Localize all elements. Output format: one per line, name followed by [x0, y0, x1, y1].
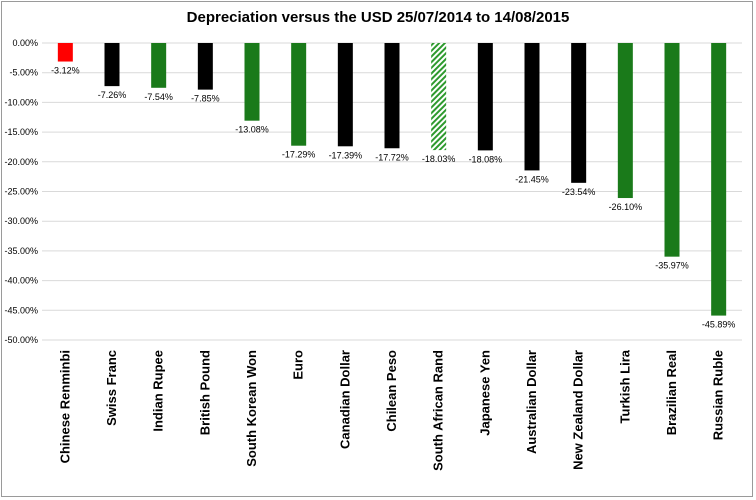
chart-title: Depreciation versus the USD 25/07/2014 t…	[186, 9, 570, 26]
y-tick-label: -5.00%	[9, 68, 38, 78]
category-label: New Zealand Dollar	[571, 350, 586, 470]
bar	[57, 43, 73, 62]
category-label: Turkish Lira	[617, 349, 632, 423]
y-tick-label: -50.00%	[4, 335, 38, 345]
category-label: Chinese Renminbi	[57, 350, 72, 463]
bars	[57, 43, 727, 316]
data-label: -26.10%	[609, 202, 643, 212]
bar	[711, 43, 727, 316]
bar	[244, 43, 260, 121]
category-label: Indian Rupee	[151, 350, 166, 432]
data-label: -45.89%	[702, 320, 736, 330]
data-label: -21.45%	[515, 174, 549, 184]
data-label: -18.08%	[469, 154, 503, 164]
bar	[151, 43, 167, 88]
category-label: South Korean Won	[244, 350, 259, 467]
y-tick-label: -10.00%	[4, 97, 38, 107]
bar	[571, 43, 587, 183]
bar	[431, 43, 447, 151]
category-label: Euro	[291, 350, 306, 380]
y-tick-label: -45.00%	[4, 305, 38, 315]
data-label: -17.39%	[329, 150, 363, 160]
data-label: -23.54%	[562, 187, 596, 197]
data-label: -18.03%	[422, 154, 456, 164]
data-label: -7.85%	[191, 94, 220, 104]
data-label: -13.08%	[235, 125, 269, 135]
data-label: -17.29%	[282, 150, 316, 160]
data-label: -17.72%	[375, 152, 409, 162]
y-tick-label: -20.00%	[4, 157, 38, 167]
bar	[337, 43, 353, 147]
y-tick-label: 0.00%	[12, 38, 38, 48]
data-label: -7.54%	[144, 92, 173, 102]
bar	[524, 43, 540, 171]
category-label: Russian Ruble	[711, 350, 726, 440]
category-labels: Chinese Renminbi Swiss Franc Indian Rupee B…	[57, 349, 725, 471]
category-label: Canadian Dollar	[337, 350, 352, 449]
data-label: -3.12%	[51, 66, 80, 76]
y-tick-label: -40.00%	[4, 276, 38, 286]
bar	[664, 43, 680, 257]
category-label: Brazilian Real	[664, 350, 679, 435]
category-label: Swiss Franc	[104, 350, 119, 426]
data-labels: -3.12% -7.26% -7.54% -7.85% -13.08% -17.29% -1…	[51, 66, 735, 330]
bar	[197, 43, 213, 90]
y-tick-label: -35.00%	[4, 246, 38, 256]
data-label: -35.97%	[655, 261, 689, 271]
y-tick-label: -30.00%	[4, 216, 38, 226]
y-axis-tick-labels: 0.00% -5.00% -10.00% -15.00% -20.00% -25.00% -…	[4, 38, 38, 345]
bar	[617, 43, 633, 199]
data-label: -7.26%	[98, 90, 127, 100]
category-label: Japanese Yen	[477, 350, 492, 436]
bar	[477, 43, 493, 151]
category-label: British Pound	[197, 350, 212, 435]
y-tick-label: -15.00%	[4, 127, 38, 137]
bar	[291, 43, 307, 146]
category-label: Australian Dollar	[524, 350, 539, 454]
bar	[384, 43, 400, 149]
category-label: Chilean Peso	[384, 350, 399, 432]
category-label: South African Rand	[431, 350, 446, 471]
bar	[104, 43, 120, 87]
y-tick-label: -25.00%	[4, 187, 38, 197]
